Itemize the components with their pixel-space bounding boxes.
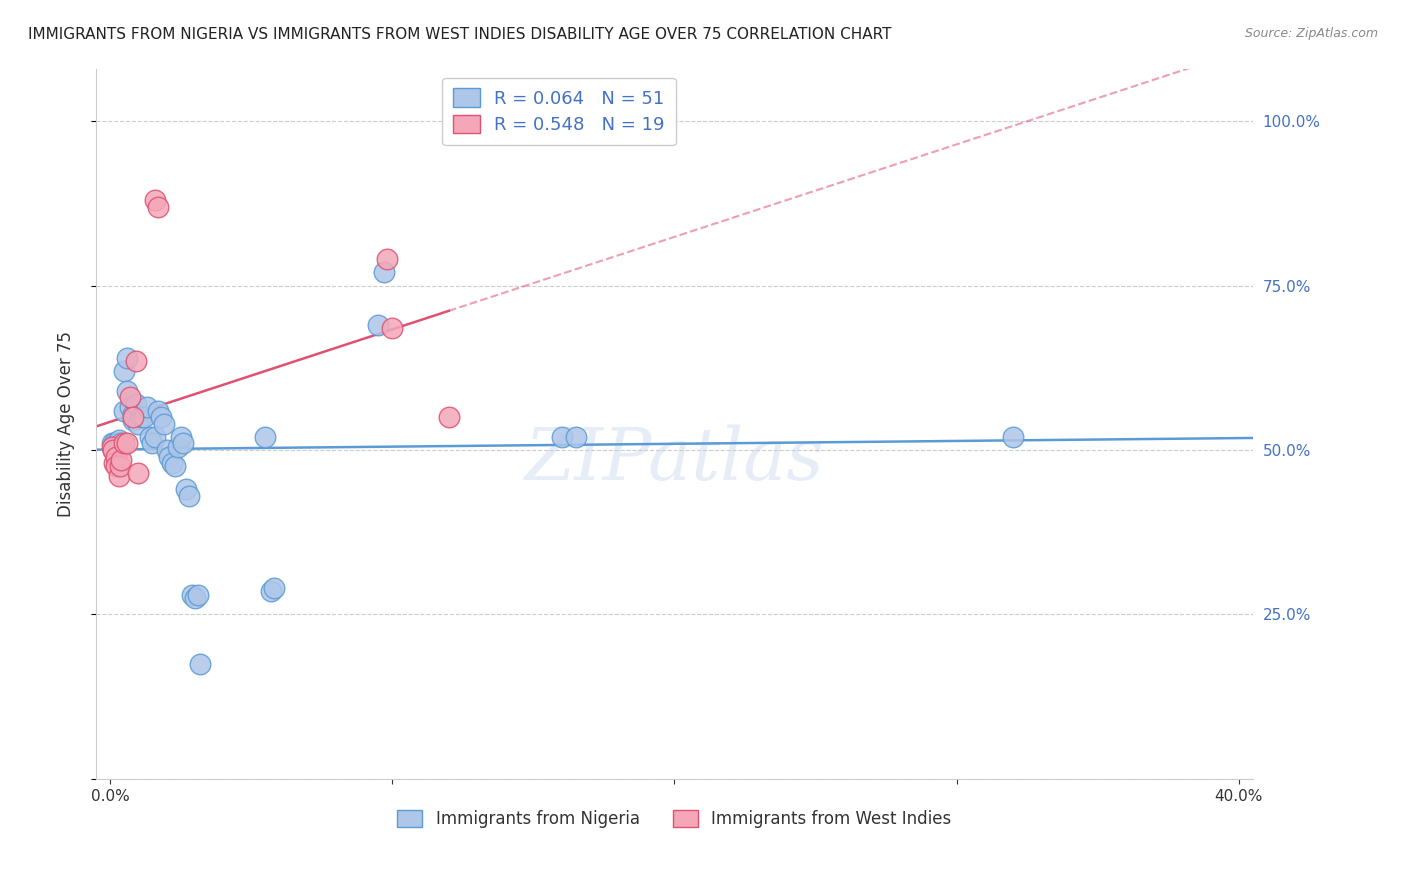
- Point: [104, 443, 127, 458]
- Point: [118, 391, 141, 405]
- Point: [104, 459, 127, 474]
- Point: [437, 410, 460, 425]
- Point: [101, 443, 124, 458]
- Point: [550, 430, 572, 444]
- Point: [112, 364, 135, 378]
- Point: [141, 436, 163, 450]
- Point: [166, 440, 188, 454]
- Point: [263, 581, 285, 595]
- Point: [105, 436, 128, 450]
- Point: [103, 436, 125, 450]
- Y-axis label: Disability Age Over 75: Disability Age Over 75: [58, 331, 75, 516]
- Point: [163, 459, 186, 474]
- Point: [115, 436, 138, 450]
- Point: [254, 430, 277, 444]
- Point: [138, 430, 160, 444]
- Point: [127, 466, 149, 480]
- Text: Source: ZipAtlas.com: Source: ZipAtlas.com: [1244, 27, 1378, 40]
- Point: [179, 489, 201, 503]
- Point: [375, 252, 398, 267]
- Point: [104, 450, 127, 464]
- Point: [149, 410, 172, 425]
- Point: [367, 318, 389, 332]
- Point: [564, 430, 586, 444]
- Point: [157, 450, 180, 464]
- Point: [160, 456, 183, 470]
- Point: [176, 483, 198, 497]
- Point: [381, 321, 404, 335]
- Point: [107, 436, 129, 450]
- Point: [115, 351, 138, 365]
- Text: ZIPatlas: ZIPatlas: [524, 424, 824, 494]
- Point: [173, 436, 195, 450]
- Point: [146, 403, 169, 417]
- Point: [121, 413, 143, 427]
- Point: [143, 430, 166, 444]
- Point: [132, 410, 155, 425]
- Point: [187, 588, 209, 602]
- Point: [152, 417, 174, 431]
- Point: [107, 469, 129, 483]
- Point: [110, 436, 132, 450]
- Point: [135, 401, 157, 415]
- Point: [121, 410, 143, 425]
- Point: [110, 440, 132, 454]
- Point: [129, 410, 152, 425]
- Point: [181, 588, 204, 602]
- Point: [121, 407, 143, 421]
- Point: [108, 459, 131, 474]
- Point: [107, 440, 129, 454]
- Point: [127, 417, 149, 431]
- Point: [146, 200, 169, 214]
- Point: [110, 453, 132, 467]
- Point: [124, 397, 146, 411]
- Point: [100, 436, 122, 450]
- Point: [1002, 430, 1025, 444]
- Point: [190, 657, 212, 671]
- Point: [101, 443, 124, 458]
- Point: [184, 591, 207, 605]
- Point: [112, 403, 135, 417]
- Point: [115, 384, 138, 398]
- Point: [260, 584, 283, 599]
- Point: [104, 440, 127, 454]
- Point: [101, 440, 124, 454]
- Point: [118, 401, 141, 415]
- Text: IMMIGRANTS FROM NIGERIA VS IMMIGRANTS FROM WEST INDIES DISABILITY AGE OVER 75 CO: IMMIGRANTS FROM NIGERIA VS IMMIGRANTS FR…: [28, 27, 891, 42]
- Point: [112, 436, 135, 450]
- Point: [103, 456, 125, 470]
- Point: [143, 193, 166, 207]
- Point: [124, 354, 146, 368]
- Point: [107, 433, 129, 447]
- Point: [100, 440, 122, 454]
- Legend: Immigrants from Nigeria, Immigrants from West Indies: Immigrants from Nigeria, Immigrants from…: [391, 803, 959, 835]
- Point: [155, 443, 177, 458]
- Point: [373, 265, 395, 279]
- Point: [169, 430, 191, 444]
